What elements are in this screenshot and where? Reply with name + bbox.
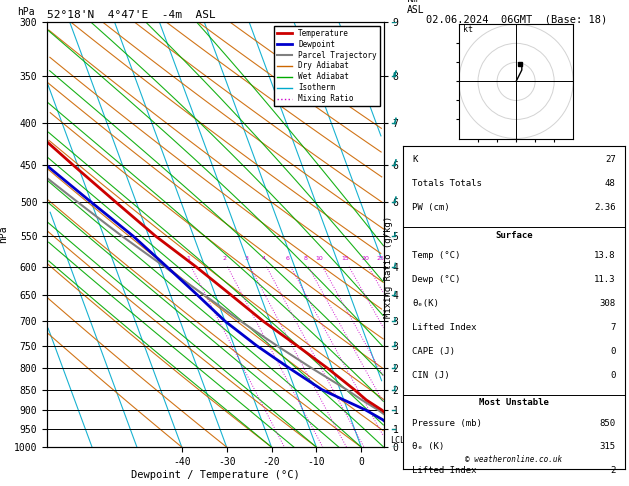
Text: 2.36: 2.36 [594,203,616,212]
Text: 308: 308 [599,299,616,308]
Text: kt: kt [463,25,473,34]
Text: 13.8: 13.8 [594,251,616,260]
Text: 0: 0 [610,371,616,380]
Text: hPa: hPa [17,7,35,17]
Text: 20: 20 [361,256,369,261]
Text: Surface: Surface [495,231,533,240]
Text: Mixing Ratio (g/kg): Mixing Ratio (g/kg) [384,216,393,318]
Y-axis label: hPa: hPa [0,226,8,243]
Text: 27: 27 [605,156,616,164]
Text: Lifted Index: Lifted Index [412,323,477,332]
Text: 6: 6 [286,256,289,261]
Text: 7: 7 [610,323,616,332]
Legend: Temperature, Dewpoint, Parcel Trajectory, Dry Adiabat, Wet Adiabat, Isotherm, Mi: Temperature, Dewpoint, Parcel Trajectory… [274,26,380,106]
Text: 48: 48 [605,179,616,189]
Text: 52°18'N  4°47'E  -4m  ASL: 52°18'N 4°47'E -4m ASL [47,10,216,20]
Text: 0: 0 [610,347,616,356]
Text: 3: 3 [245,256,249,261]
Text: 315: 315 [599,442,616,451]
Text: Temp (°C): Temp (°C) [412,251,460,260]
X-axis label: Dewpoint / Temperature (°C): Dewpoint / Temperature (°C) [131,469,300,480]
Text: 8: 8 [303,256,307,261]
Text: 4: 4 [262,256,265,261]
Text: Dewp (°C): Dewp (°C) [412,275,460,284]
Text: 10: 10 [315,256,323,261]
Text: 02.06.2024  06GMT  (Base: 18): 02.06.2024 06GMT (Base: 18) [426,15,608,25]
Text: 2: 2 [223,256,226,261]
Text: LCL: LCL [391,436,406,445]
Text: 1: 1 [186,256,190,261]
Text: km
ASL: km ASL [407,0,425,16]
Text: θₑ (K): θₑ (K) [412,442,444,451]
Text: CAPE (J): CAPE (J) [412,347,455,356]
Text: Lifted Index: Lifted Index [412,467,477,475]
Text: © weatheronline.co.uk: © weatheronline.co.uk [465,455,562,464]
Y-axis label: km
ASL: km ASL [412,235,430,256]
Text: 2: 2 [610,467,616,475]
Text: θₑ(K): θₑ(K) [412,299,439,308]
Text: 11.3: 11.3 [594,275,616,284]
Text: Totals Totals: Totals Totals [412,179,482,189]
Text: K: K [412,156,418,164]
Text: Most Unstable: Most Unstable [479,398,549,407]
Text: 15: 15 [342,256,350,261]
Text: 25: 25 [376,256,384,261]
Text: CIN (J): CIN (J) [412,371,450,380]
Text: PW (cm): PW (cm) [412,203,450,212]
Text: Pressure (mb): Pressure (mb) [412,418,482,428]
Text: 850: 850 [599,418,616,428]
